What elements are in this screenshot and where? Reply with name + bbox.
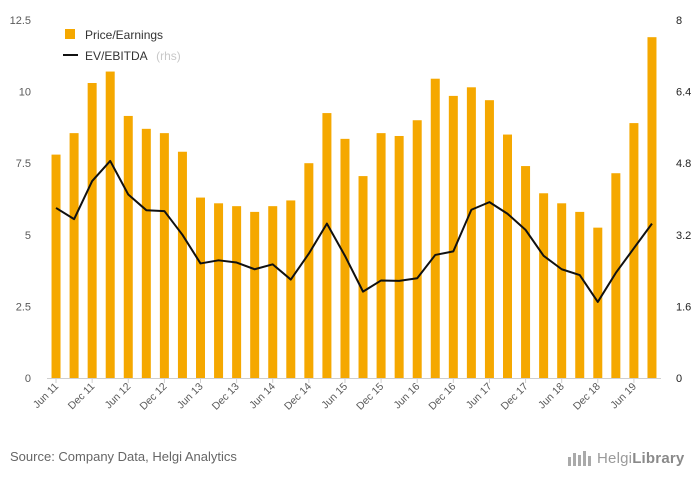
y-left-tick-label: 5 <box>25 230 31 242</box>
bar-price-earnings-23 <box>466 87 476 379</box>
y-left-tick-label: 12.5 <box>10 15 31 27</box>
y-left-tick-label: 10 <box>19 87 31 99</box>
bar-price-earnings-22 <box>448 95 458 379</box>
logo-text-light: Helgi <box>597 449 633 467</box>
bar-price-earnings-31 <box>611 173 621 378</box>
x-tick-label: Jun 13 <box>175 381 206 412</box>
bar-price-earnings-28 <box>557 203 567 378</box>
legend-label-ev-ebitda: EV/EBITDA (rhs) <box>85 47 181 64</box>
x-tick-label: Jun 12 <box>103 381 134 412</box>
bar-price-earnings-27 <box>539 193 549 378</box>
line-ev-ebitda <box>55 159 653 303</box>
y-right-tick-label: 3.2 <box>676 230 691 242</box>
x-tick-label: Jun 11 <box>31 381 61 411</box>
bar-price-earnings-29 <box>575 211 585 378</box>
x-tick-label: Jun 16 <box>392 381 423 412</box>
x-tick-label: Dec 12 <box>137 381 169 413</box>
x-tick-label: Dec 17 <box>499 381 531 413</box>
legend: Price/Earnings EV/EBITDA (rhs) <box>63 28 181 64</box>
bar-price-earnings-26 <box>521 166 531 378</box>
y-right-tick-label: 8 <box>676 15 682 27</box>
bar-price-earnings-25 <box>503 134 512 378</box>
source-note: Source: Company Data, Helgi Analytics <box>10 449 237 464</box>
x-tick-label: Jun 17 <box>464 381 495 412</box>
y-right-tick-label: 6.4 <box>676 87 691 99</box>
bar-price-earnings-32 <box>629 123 639 378</box>
bar-price-earnings-1 <box>69 133 79 378</box>
y-left-tick-label: 0 <box>25 373 31 385</box>
bar-price-earnings-4 <box>123 115 133 378</box>
x-tick-label: Jun 19 <box>608 381 639 412</box>
bar-price-earnings-6 <box>159 133 169 378</box>
bar-price-earnings-33 <box>647 37 657 379</box>
bar-price-earnings-21 <box>430 78 440 379</box>
x-tick-label: Jun 15 <box>319 381 350 412</box>
x-tick-label: Dec 18 <box>571 381 603 413</box>
bar-price-earnings-13 <box>286 200 296 378</box>
bar-price-earnings-8 <box>196 197 205 378</box>
bar-price-earnings-12 <box>268 206 278 378</box>
bar-price-earnings-24 <box>484 100 494 378</box>
legend-label-ev-ebitda-name: EV/EBITDA <box>85 49 148 63</box>
legend-label-ev-ebitda-suffix: (rhs) <box>156 49 181 63</box>
legend-label-price-earnings: Price/Earnings <box>85 28 163 42</box>
y-left-tick-label: 2.5 <box>16 301 31 313</box>
legend-swatch-price-earnings <box>65 29 75 39</box>
bar-price-earnings-7 <box>177 151 187 378</box>
logo-text-bold: Library <box>632 449 685 467</box>
bar-price-earnings-5 <box>141 128 151 378</box>
x-tick-label: Jun 14 <box>247 381 278 412</box>
helgi-library-logo[interactable]: HelgiLibrary <box>567 447 684 469</box>
bar-price-earnings-10 <box>232 206 242 378</box>
x-tick-label: Dec 14 <box>282 381 314 413</box>
y-right-tick-label: 0 <box>676 373 682 385</box>
bar-price-earnings-11 <box>250 211 260 378</box>
bar-price-earnings-9 <box>214 203 224 378</box>
bar-price-earnings-3 <box>105 71 115 379</box>
helgi-library-icon <box>568 451 591 466</box>
bar-price-earnings-16 <box>340 138 350 378</box>
bar-price-earnings-15 <box>322 113 332 378</box>
bar-price-earnings-17 <box>358 176 368 378</box>
bar-price-earnings-0 <box>51 154 61 378</box>
y-right-tick-label: 4.8 <box>676 158 691 170</box>
bar-price-earnings-19 <box>394 135 404 378</box>
line-layer <box>55 159 653 303</box>
bar-price-earnings-14 <box>304 163 314 378</box>
x-tick-label: Dec 15 <box>354 381 386 413</box>
y-right-tick-label: 1.6 <box>676 301 691 313</box>
x-tick-label: Dec 11 <box>66 381 98 413</box>
logo-text: HelgiLibrary <box>597 450 684 467</box>
bar-price-earnings-2 <box>87 83 97 378</box>
bar-price-earnings-18 <box>376 133 386 378</box>
bar-price-earnings-20 <box>412 120 422 379</box>
x-tick-label: Dec 13 <box>210 381 242 413</box>
x-tick-label: Dec 16 <box>426 381 458 413</box>
y-left-tick-label: 7.5 <box>16 158 31 170</box>
x-tick-label: Jun 18 <box>536 381 567 412</box>
